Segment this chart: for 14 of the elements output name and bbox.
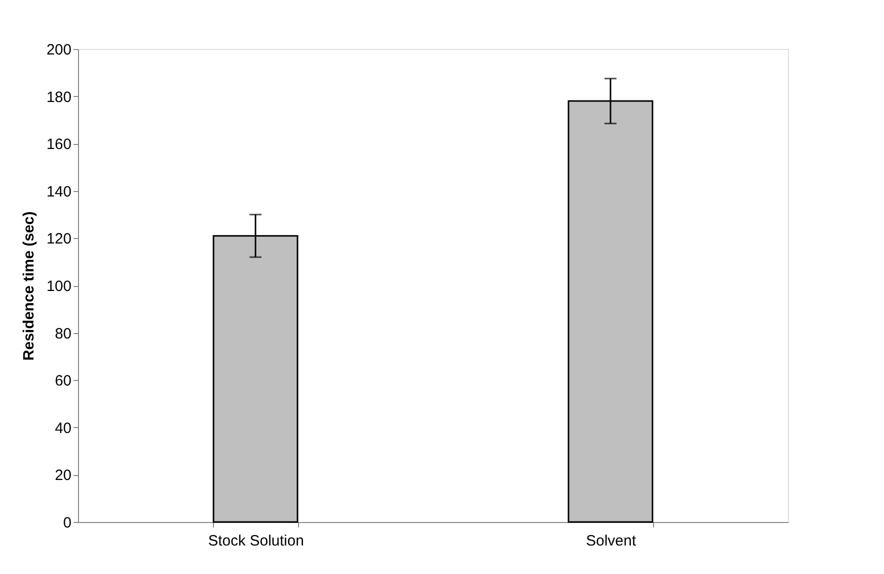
y-tick-label: 120 bbox=[46, 230, 72, 248]
y-tick-label: 80 bbox=[54, 325, 72, 342]
y-tick-label: 20 bbox=[54, 467, 72, 484]
y-tick-label: 100 bbox=[46, 278, 72, 295]
y-axis-title: Residence time (sec) bbox=[20, 211, 38, 361]
y-tick-label: 40 bbox=[54, 420, 72, 437]
y-tick-label: 160 bbox=[46, 136, 72, 154]
y-tick-label: 180 bbox=[46, 88, 72, 106]
y-tick-label: 140 bbox=[46, 183, 72, 200]
y-tick-label: 0 bbox=[63, 514, 72, 532]
x-tick-label: Stock Solution bbox=[208, 532, 304, 550]
y-tick-label: 200 bbox=[46, 42, 72, 58]
y-tick-label: 60 bbox=[54, 372, 72, 390]
x-tick-label: Solvent bbox=[586, 532, 637, 550]
